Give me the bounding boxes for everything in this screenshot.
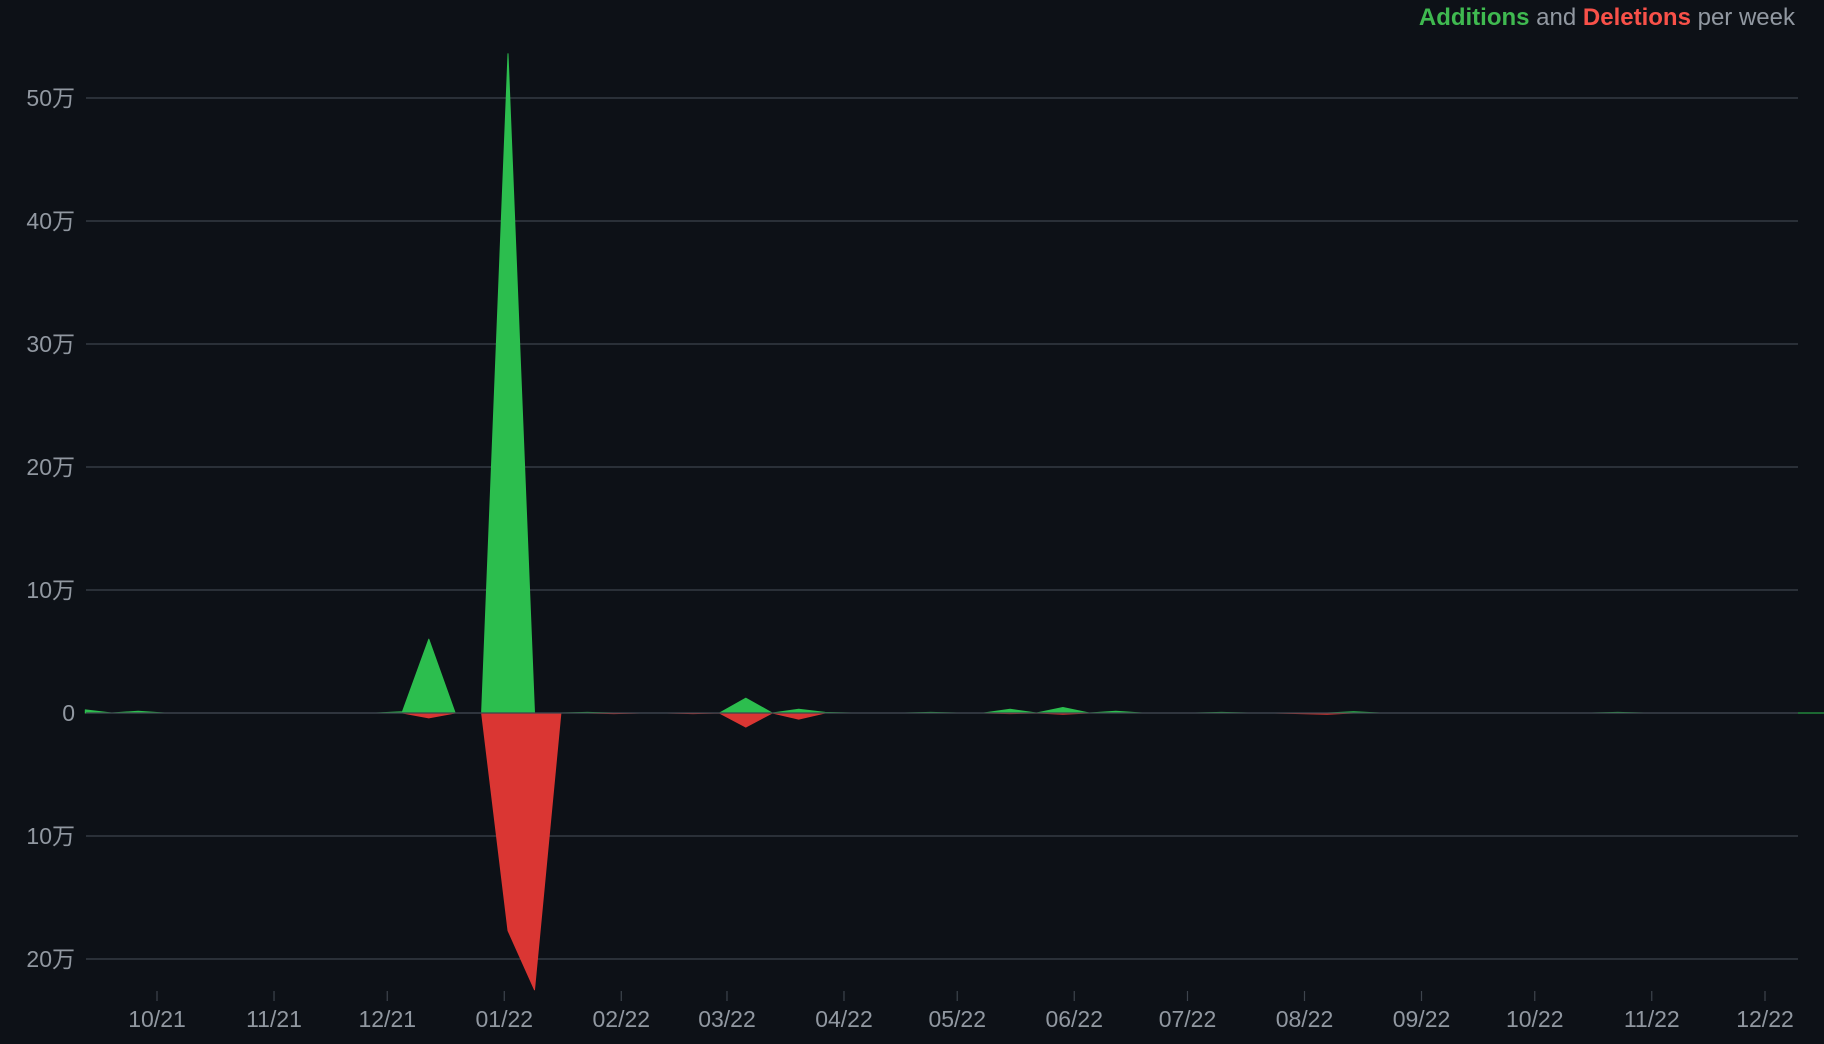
y-tick-label: 20万 [26,946,75,972]
additions-area [84,53,1824,714]
x-tick-label: 03/22 [698,1006,756,1032]
x-tick-label: 08/22 [1276,1006,1334,1032]
legend-additions: Additions [1418,4,1530,31]
x-tick-label: 12/22 [1736,1006,1794,1032]
x-tick-label: 12/21 [358,1006,416,1032]
x-tick-label: 05/22 [928,1006,986,1032]
x-tick-label: 09/22 [1393,1006,1451,1032]
y-tick-label: 0 [62,700,75,726]
y-tick-label: 30万 [26,331,75,357]
y-tick-label: 10万 [26,823,75,849]
x-tick-label: 10/22 [1506,1006,1564,1032]
y-tick-label: 40万 [26,208,75,234]
y-tick-label: 20万 [26,454,75,480]
legend-and: and [1529,4,1583,31]
x-tick-label: 02/22 [593,1006,651,1032]
deletions-area [84,712,1824,991]
y-tick-label: 10万 [26,577,75,603]
chart-legend: Additions and Deletions per week [1419,4,1795,32]
x-tick-label: 11/21 [246,1006,302,1032]
x-tick-label: 04/22 [815,1006,873,1032]
legend-suffix: per week [1690,4,1795,31]
x-tick-label: 06/22 [1045,1006,1103,1032]
x-tick-label: 10/21 [128,1006,186,1032]
x-tick-label: 01/22 [475,1006,533,1032]
x-tick-label: 11/22 [1624,1006,1680,1032]
legend-deletions: Deletions [1582,4,1691,31]
y-tick-label: 50万 [26,85,75,111]
x-tick-label: 07/22 [1159,1006,1217,1032]
